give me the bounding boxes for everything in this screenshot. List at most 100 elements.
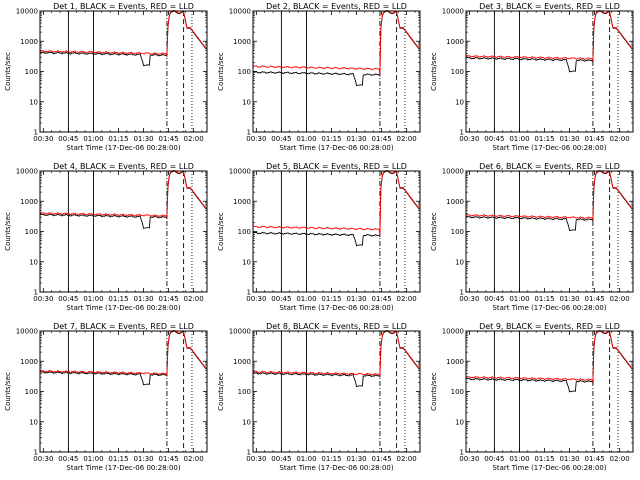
x-tick-label: 00:30 [459,295,479,303]
y-tick-label: 1 [460,129,464,137]
x-axis-label: Start Time (17-Dec-06 00:28:00) [279,464,393,472]
panel-title: Det 5, BLACK = Events, RED = LLD [266,162,407,171]
chart-panel-det-3: Det 3, BLACK = Events, RED = LLD Start Ti… [430,2,634,152]
x-tick-label: 00:30 [459,135,479,143]
x-tick-label: 00:45 [58,295,78,303]
plot-frame [465,10,634,133]
x-tick-label: 02:00 [184,135,204,143]
x-axis-label: Start Time (17-Dec-06 00:28:00) [492,304,606,312]
y-tick-label: 10000 [16,8,38,16]
x-tick-label: 01:45 [371,295,391,303]
x-tick-label: 01:15 [108,135,128,143]
y-tick-label: 1 [34,129,38,137]
y-tick-label: 1000 [233,198,251,206]
panel-title: Det 8, BLACK = Events, RED = LLD [266,322,407,331]
x-tick-label: 01:30 [346,295,366,303]
y-tick-label: 1000 [233,38,251,46]
panel-title: Det 9, BLACK = Events, RED = LLD [479,322,620,331]
y-tick-label: 10 [29,98,38,106]
x-tick-label: 01:30 [559,135,579,143]
x-tick-label: 01:15 [534,135,554,143]
x-tick-label: 00:30 [459,455,479,463]
x-tick-label: 01:00 [296,135,316,143]
x-tick-label: 01:45 [584,295,604,303]
x-axis-label: Start Time (17-Dec-06 00:28:00) [279,304,393,312]
x-tick-label: 02:00 [610,455,630,463]
x-tick-label: 02:00 [184,295,204,303]
x-tick-label: 02:00 [184,455,204,463]
y-tick-label: 10 [455,258,464,266]
panel-title: Det 6, BLACK = Events, RED = LLD [479,162,620,171]
x-tick-label: 00:30 [33,455,53,463]
y-tick-label: 10 [242,258,251,266]
chart-panel-det-9: Det 9, BLACK = Events, RED = LLD Start Ti… [430,322,634,472]
x-tick-label: 00:45 [58,455,78,463]
chart-panel-det-5: Det 5, BLACK = Events, RED = LLD Start Ti… [217,162,421,312]
y-tick-label: 10 [242,98,251,106]
chart-panel-det-6: Det 6, BLACK = Events, RED = LLD Start Ti… [430,162,634,312]
x-tick-label: 01:15 [108,295,128,303]
x-tick-label: 01:30 [133,295,153,303]
y-axis-label: Counts/sec [4,372,12,411]
plot-frame [465,330,634,453]
y-tick-label: 1000 [446,198,464,206]
y-tick-label: 10000 [16,168,38,176]
y-tick-label: 1 [247,129,251,137]
y-tick-label: 10 [29,258,38,266]
x-axis-label: Start Time (17-Dec-06 00:28:00) [492,464,606,472]
x-tick-label: 01:00 [296,455,316,463]
series-lld-line [252,10,420,76]
x-tick-label: 01:15 [108,455,128,463]
x-tick-label: 00:45 [484,295,504,303]
y-tick-label: 10000 [16,328,38,336]
y-tick-label: 1 [247,449,251,457]
y-axis-label: Counts/sec [217,52,225,91]
y-tick-label: 10000 [442,168,464,176]
y-tick-label: 1 [460,289,464,297]
chart-panel-det-1: Det 1, BLACK = Events, RED = LLD Start Ti… [4,2,208,152]
y-tick-label: 1000 [20,358,38,366]
series-events-line [39,10,207,67]
plot-frame [465,170,634,293]
series-lld-line [39,170,207,220]
x-tick-label: 00:45 [271,295,291,303]
x-tick-label: 00:45 [58,135,78,143]
series-events-line [252,10,420,87]
series-lld-line [465,170,633,221]
panel-title: Det 4, BLACK = Events, RED = LLD [53,162,194,171]
y-axis-label: Counts/sec [217,372,225,411]
y-tick-label: 100 [25,228,38,236]
x-tick-label: 02:00 [397,295,417,303]
x-tick-label: 00:30 [33,135,53,143]
y-tick-label: 1 [460,449,464,457]
x-axis-label: Start Time (17-Dec-06 00:28:00) [66,464,180,472]
y-tick-label: 100 [25,68,38,76]
panel-title: Det 7, BLACK = Events, RED = LLD [53,322,194,331]
x-tick-label: 01:15 [534,295,554,303]
chart-panel-det-4: Det 4, BLACK = Events, RED = LLD Start Ti… [4,162,208,312]
series-lld-line [465,330,633,383]
series-lld-line [252,170,420,236]
x-axis-label: Start Time (17-Dec-06 00:28:00) [279,144,393,152]
chart-panel-det-8: Det 8, BLACK = Events, RED = LLD Start Ti… [217,322,421,472]
plot-frame [39,170,208,293]
y-tick-label: 100 [451,228,464,236]
panel-title: Det 2, BLACK = Events, RED = LLD [266,2,407,11]
y-tick-label: 10000 [229,168,251,176]
x-tick-label: 01:15 [534,455,554,463]
x-tick-label: 01:45 [371,455,391,463]
x-tick-label: 01:30 [346,455,366,463]
x-tick-label: 00:45 [271,455,291,463]
x-tick-label: 01:45 [158,135,178,143]
x-tick-label: 01:00 [509,455,529,463]
y-tick-label: 100 [451,68,464,76]
y-tick-label: 100 [238,68,251,76]
series-lld-line [252,330,420,378]
x-tick-label: 00:45 [484,135,504,143]
x-axis-label: Start Time (17-Dec-06 00:28:00) [66,144,180,152]
series-events-line [39,170,207,229]
x-tick-label: 01:00 [296,295,316,303]
x-tick-label: 01:30 [133,455,153,463]
series-lld-line [39,10,207,56]
y-axis-label: Counts/sec [4,212,12,251]
